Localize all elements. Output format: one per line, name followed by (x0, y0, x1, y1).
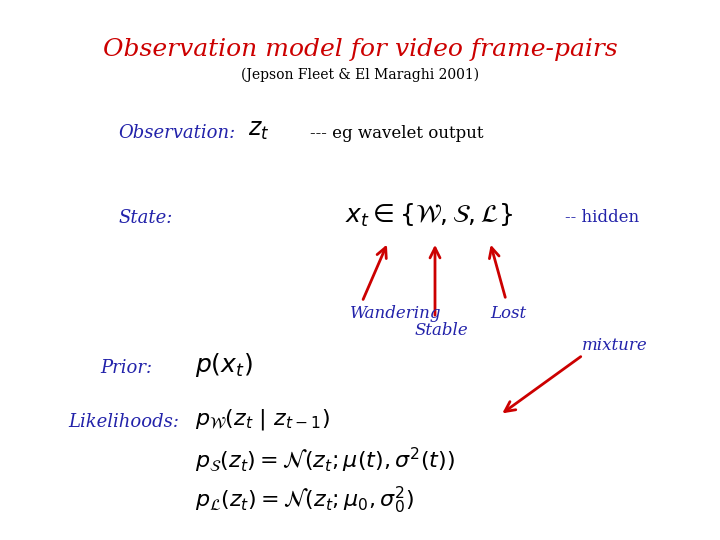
Text: Lost: Lost (490, 305, 526, 322)
Text: $p_{\mathcal{S}}(z_t) = \mathcal{N}(z_t;\mu(t),\sigma^2(t))$: $p_{\mathcal{S}}(z_t) = \mathcal{N}(z_t;… (195, 446, 455, 475)
Text: Wandering: Wandering (350, 305, 441, 322)
Text: (Jepson Fleet & El Maraghi 2001): (Jepson Fleet & El Maraghi 2001) (241, 68, 479, 83)
Text: $p_{\mathcal{L}}(z_t) = \mathcal{N}(z_t;\mu_0,\sigma_0^2)$: $p_{\mathcal{L}}(z_t) = \mathcal{N}(z_t;… (195, 484, 414, 516)
Text: Stable: Stable (415, 322, 469, 339)
Text: State:: State: (118, 209, 172, 227)
Text: --- eg wavelet output: --- eg wavelet output (310, 125, 484, 141)
Text: -- hidden: -- hidden (565, 210, 639, 226)
Text: $p_{\mathcal{W}}(z_t\ |\ z_{t-1})$: $p_{\mathcal{W}}(z_t\ |\ z_{t-1})$ (195, 408, 330, 433)
Text: mixture: mixture (582, 337, 648, 354)
Text: $z_t$: $z_t$ (248, 118, 269, 141)
Text: Likelihoods:: Likelihoods: (68, 413, 179, 431)
Text: $p(x_t)$: $p(x_t)$ (195, 351, 253, 379)
Text: $x_t \in \{\mathcal{W},\mathcal{S},\mathcal{L}\}$: $x_t \in \{\mathcal{W},\mathcal{S},\math… (345, 201, 513, 228)
Text: Observation:: Observation: (118, 124, 235, 142)
Text: Prior:: Prior: (100, 359, 152, 377)
Text: Observation model for video frame-pairs: Observation model for video frame-pairs (103, 38, 617, 61)
